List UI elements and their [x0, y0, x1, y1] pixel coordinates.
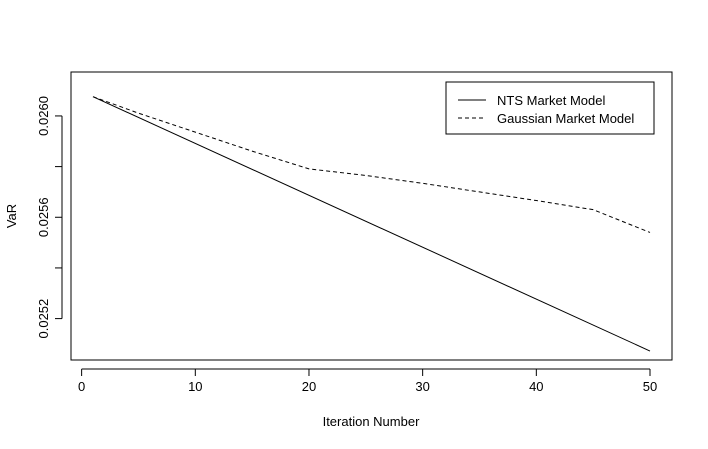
y-axis: 0.0252 0.0256 0.0260	[36, 96, 63, 339]
x-tick-label: 50	[643, 379, 657, 394]
x-tick-label: 10	[188, 379, 202, 394]
series-layer	[92, 96, 651, 352]
legend-box	[445, 81, 655, 135]
x-axis: 0 10 20 30 40 50	[78, 368, 657, 394]
y-tick-label: 0.0256	[36, 197, 51, 237]
y-tick-label: 0.0260	[36, 96, 51, 136]
y-axis-title: VaR	[4, 204, 19, 228]
x-tick-label: 0	[78, 379, 85, 394]
x-axis-title: Iteration Number	[323, 414, 420, 429]
x-tick-label: 40	[529, 379, 543, 394]
series-line-gaussian	[92, 96, 651, 233]
plot-frame	[70, 71, 673, 361]
x-tick-label: 20	[302, 379, 316, 394]
x-tick-label: 30	[415, 379, 429, 394]
y-tick-label: 0.0252	[36, 299, 51, 339]
legend-label-nts: NTS Market Model	[497, 93, 605, 108]
legend: NTS Market Model Gaussian Market Model	[445, 81, 655, 135]
series-line-nts	[92, 96, 651, 352]
legend-label-gaussian: Gaussian Market Model	[497, 111, 634, 126]
